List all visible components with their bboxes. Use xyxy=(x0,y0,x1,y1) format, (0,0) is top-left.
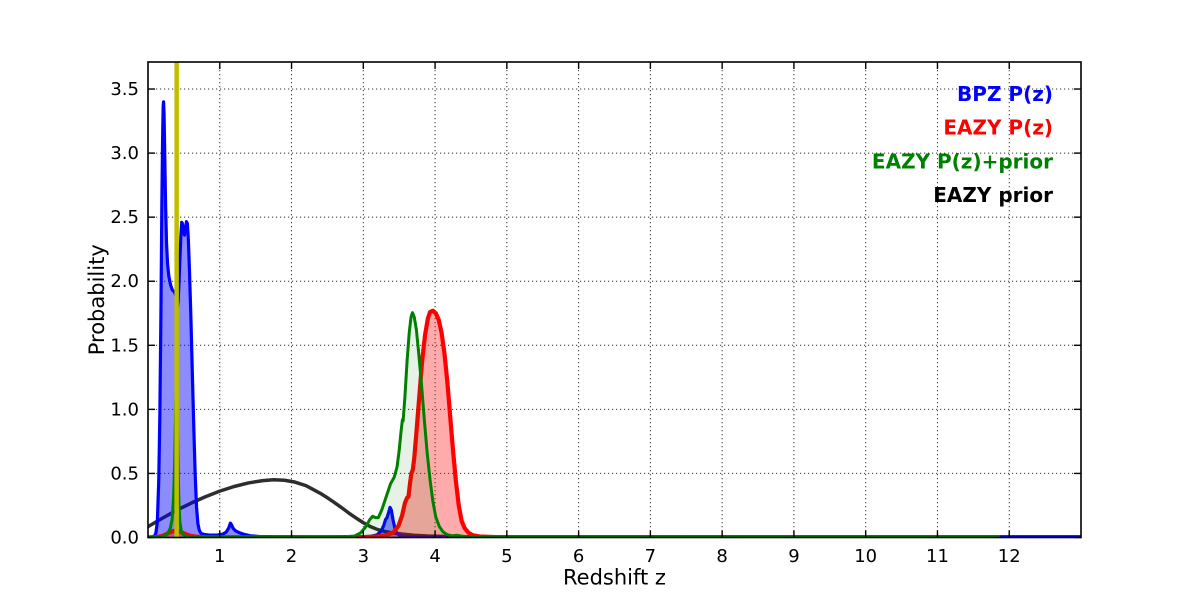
legend-entry-eazy-prior: EAZY prior xyxy=(933,183,1053,207)
series-eazy-p-z-line xyxy=(148,308,1001,538)
x-tick-label: 2 xyxy=(286,546,297,567)
legend: BPZ P(z) EAZY P(z) EAZY P(z)+prior EAZY pri… xyxy=(872,82,1053,207)
x-tick-label: 7 xyxy=(645,546,656,567)
y-tick-label: 1.0 xyxy=(110,399,139,420)
x-tick-label: 5 xyxy=(501,546,512,567)
x-tick-labels: 1 2 3 4 5 6 7 8 9 10 11 12 xyxy=(214,546,1021,567)
y-tick-label: 2.0 xyxy=(110,271,139,292)
x-tick-label: 12 xyxy=(998,546,1021,567)
legend-entry-bpz-p-z: BPZ P(z) xyxy=(957,82,1053,106)
y-axis-label: Probability xyxy=(85,244,109,355)
plot-border xyxy=(147,61,1082,539)
x-tick-label: 11 xyxy=(926,546,949,567)
x-tick-label: 1 xyxy=(214,546,225,567)
x-tick-label: 3 xyxy=(358,546,369,567)
y-tick-label: 0.0 xyxy=(110,528,139,549)
x-axis-label: Redshift z xyxy=(563,566,666,590)
x-tick-label: 4 xyxy=(429,546,440,567)
series-bpz-p-z-line xyxy=(148,100,1081,538)
x-tick-label: 6 xyxy=(573,546,584,567)
tick-marks xyxy=(148,62,1081,539)
y-tick-label: 0.5 xyxy=(110,463,139,484)
y-tick-label: 3.5 xyxy=(110,79,139,100)
x-tick-label: 8 xyxy=(716,546,727,567)
gridlines xyxy=(148,62,1081,538)
x-tick-label: 9 xyxy=(788,546,799,567)
y-tick-label: 3.0 xyxy=(110,143,139,164)
y-tick-label: 1.5 xyxy=(110,335,139,356)
legend-entry-eazy-p-z-prior: EAZY P(z)+prior xyxy=(872,149,1053,173)
y-tick-labels: 0.0 0.5 1.0 1.5 2.0 2.5 3.0 3.5 xyxy=(110,79,139,548)
legend-entry-eazy-p-z: EAZY P(z) xyxy=(943,116,1053,140)
x-tick-label: 10 xyxy=(854,546,877,567)
y-tick-label: 2.5 xyxy=(110,207,139,228)
